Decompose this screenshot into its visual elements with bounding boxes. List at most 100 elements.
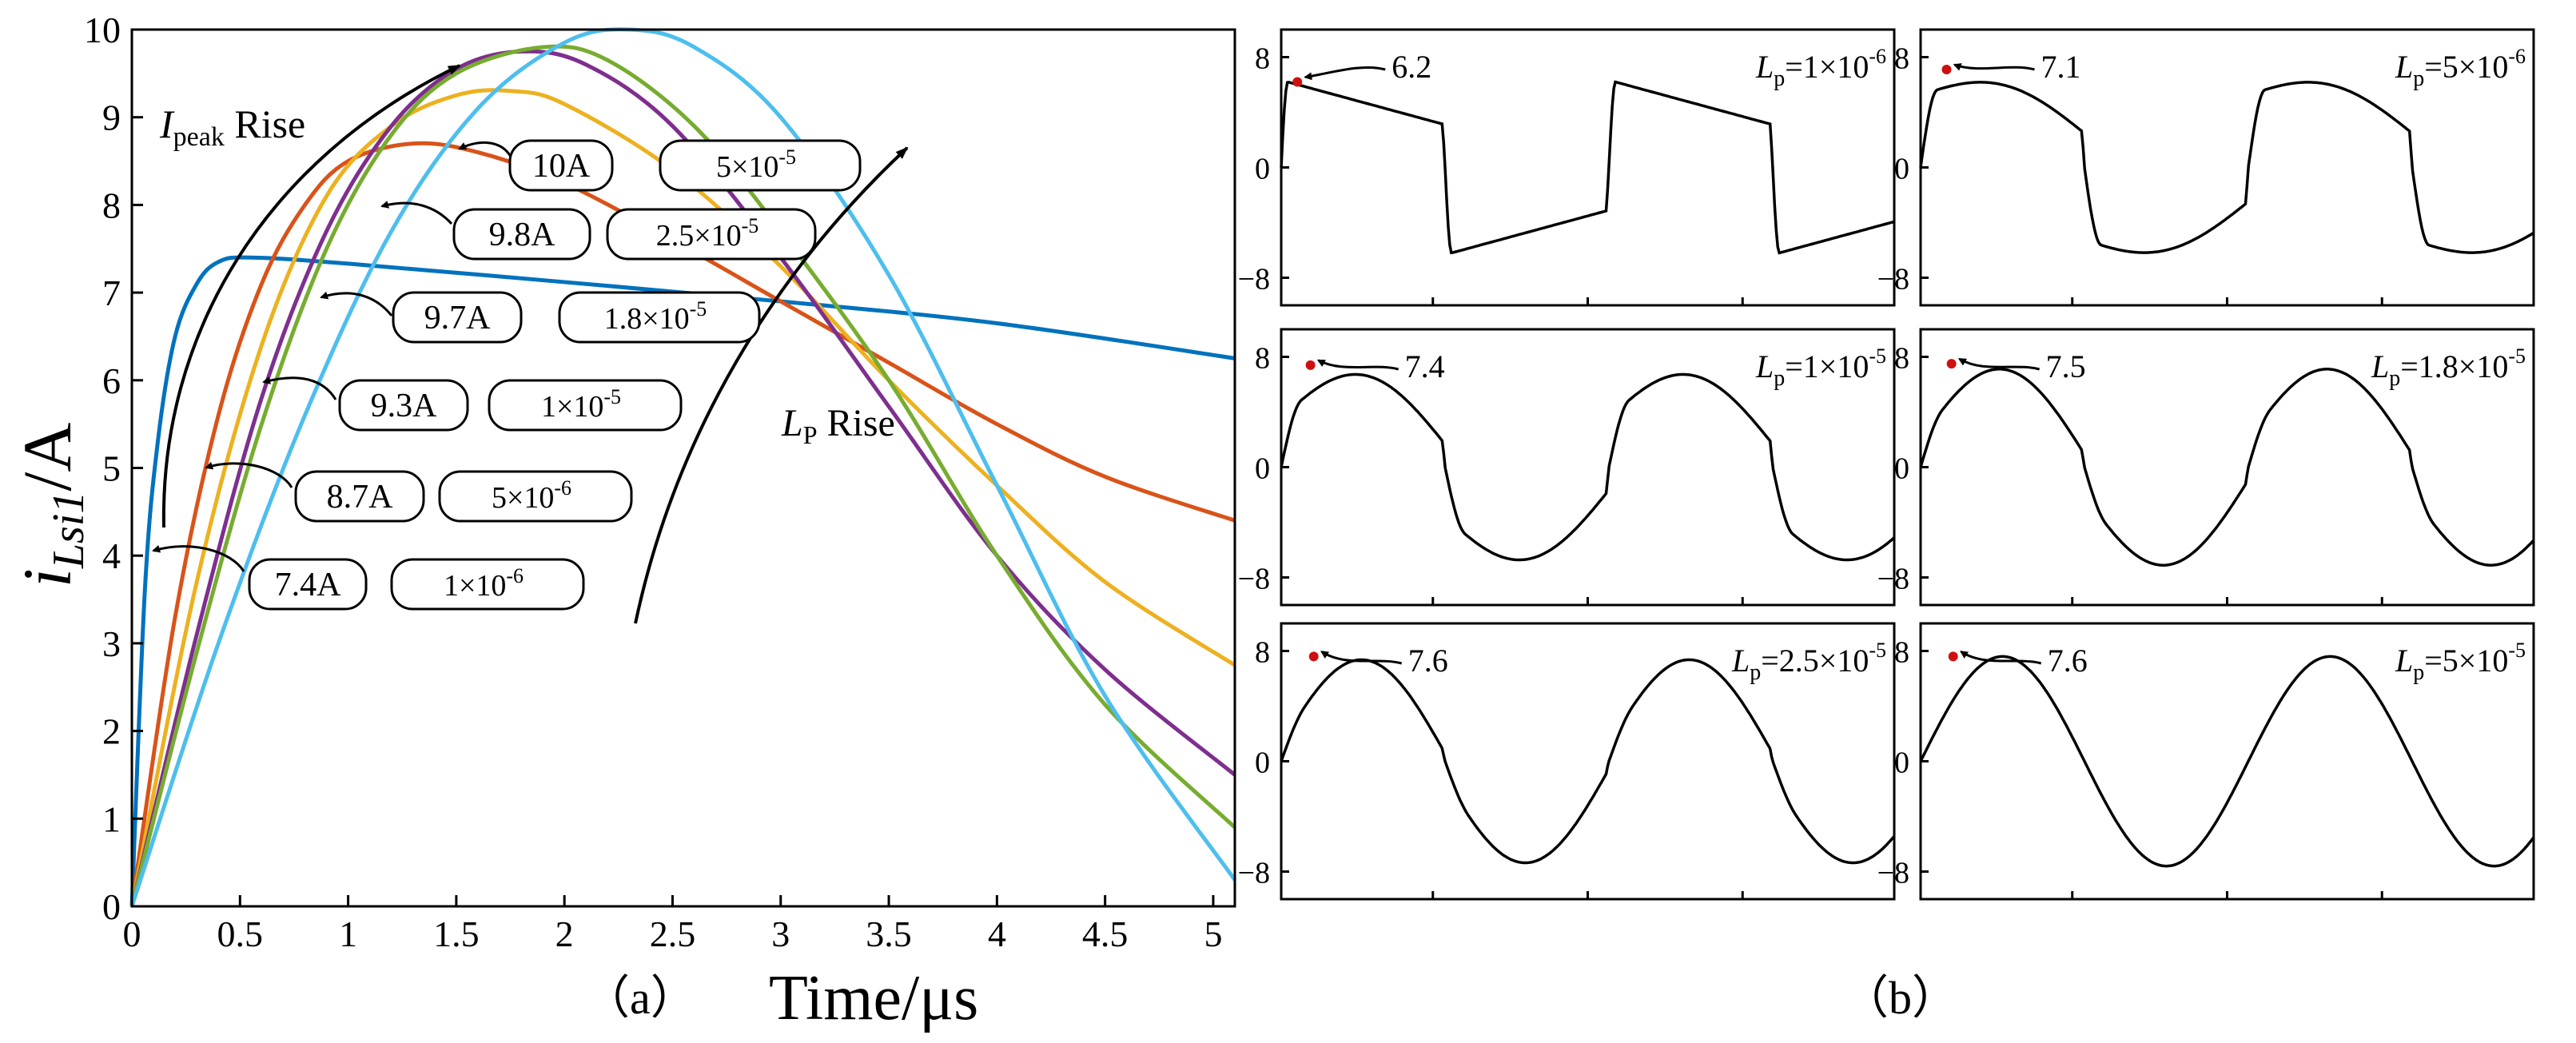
inductance-value: 1.8×10-5 — [604, 297, 707, 336]
peak-pill — [508, 139, 614, 192]
pointer-arrow — [152, 544, 245, 572]
y-tick-label: −8 — [1877, 263, 1909, 297]
x-tick-label: 2 — [555, 914, 574, 954]
x-tick-label: 5 — [1204, 914, 1222, 954]
y-tick-label: 7 — [102, 273, 121, 313]
annotation-2.5e-5: 9.8A 2.5×10-5 — [380, 201, 817, 261]
peak-value: 6.2 — [1392, 49, 1431, 85]
pointer-arrow — [380, 201, 453, 225]
y-tick-label: 0 — [102, 886, 121, 927]
caption-b: （b） — [1842, 972, 1958, 1024]
y-tick-label: 3 — [102, 623, 121, 664]
subplot: 8 0 −8 7.5 Lp=1.8×10-5 — [1877, 328, 2535, 607]
waveform-line — [1280, 80, 1895, 255]
peak-pill — [392, 291, 523, 344]
y-tick-label: 0 — [1894, 153, 1909, 186]
peak-pill — [248, 558, 368, 611]
peak-value: 9.3A — [371, 388, 438, 424]
x-tick-label: 2.5 — [650, 914, 696, 954]
series-line — [129, 44, 1236, 907]
waveform-line — [1919, 81, 2534, 254]
peak-value: 8.7A — [327, 479, 394, 516]
x-tick-label: 0.5 — [217, 914, 264, 954]
lp-label: Lp=1×10-6 — [1755, 45, 1886, 91]
y-tick-label: 0 — [1255, 153, 1270, 186]
pointer-arrow — [262, 376, 337, 400]
lp-label: Lp=5×10-6 — [2395, 45, 2526, 91]
subplot: 8 0 −8 6.2 Lp=1×10-6 — [1238, 28, 1896, 307]
series-line — [129, 88, 1236, 907]
x-tick-label: 4 — [988, 914, 1006, 954]
waveform-line — [1919, 368, 2535, 567]
peak-arrow — [1960, 651, 2042, 665]
y-tick-label: 8 — [1255, 42, 1270, 76]
axis-ticks: 0 0.5 1 1.5 2 2.5 3 3.5 4 4.5 5 0 1 2 3 4 5 6 7 8 9 10 — [84, 10, 1222, 954]
caption-a: （a） — [583, 972, 697, 1024]
y-tick-label: 10 — [84, 10, 121, 50]
y-tick-label: −8 — [1238, 857, 1270, 890]
waveform-line — [1280, 658, 1896, 865]
lp-label: Lp=1.8×10-5 — [2371, 344, 2526, 391]
inductance-value: 2.5×10-5 — [656, 214, 759, 253]
lp-rise-arrow — [634, 146, 909, 624]
subplot: 8 0 −8 7.4 Lp=1×10-5 — [1238, 328, 1896, 607]
y-tick-label: −8 — [1238, 563, 1270, 596]
inductance-pill — [488, 379, 683, 432]
inductance-pill — [606, 208, 817, 261]
y-tick-label: 4 — [102, 535, 121, 576]
peak-arrow — [1320, 651, 1403, 665]
y-tick-label: 5 — [102, 448, 121, 489]
inductance-value: 1×10-5 — [541, 385, 621, 424]
ipeak-rise-label: Ipeak Rise — [159, 102, 305, 152]
waveform-line — [1919, 655, 2535, 868]
inductance-value: 5×10-6 — [492, 476, 571, 515]
inductance-value: 5×10-5 — [716, 145, 796, 184]
peak-value: 7.1 — [2041, 49, 2081, 85]
peak-marker — [1305, 360, 1316, 370]
peak-arrow — [1316, 359, 1399, 371]
y-tick-label: 8 — [1894, 636, 1909, 670]
pointer-arrow — [205, 461, 293, 488]
peak-value: 7.6 — [1408, 643, 1448, 679]
lp-label: Lp=2.5×10-5 — [1731, 639, 1886, 685]
y-tick-label: 2 — [102, 711, 121, 752]
pointer-arrow — [320, 291, 393, 316]
subplot: 8 0 −8 7.6 Lp=5×10-5 — [1877, 622, 2535, 901]
lp-rise-label: LP Rise — [781, 402, 895, 449]
peak-marker — [1946, 359, 1957, 369]
y-tick-label: 0 — [1894, 746, 1909, 780]
x-tick-label: 1 — [339, 914, 357, 954]
y-tick-label: −8 — [1877, 857, 1909, 890]
y-tick-label: 8 — [1255, 636, 1270, 670]
peak-marker — [1941, 65, 1952, 75]
y-tick-label: 0 — [1255, 452, 1270, 486]
x-tick-label: 4.5 — [1082, 914, 1129, 954]
subplot: 8 0 −8 7.1 Lp=5×10-6 — [1877, 28, 2535, 307]
y-tick-label: 1 — [102, 798, 121, 839]
annotation-5e-6: 8.7A 5×10-6 — [205, 461, 633, 523]
y-tick-label: −8 — [1238, 263, 1270, 297]
y-tick-label: 6 — [102, 360, 121, 401]
peak-value: 10A — [532, 148, 591, 185]
peak-value: 7.6 — [2048, 643, 2088, 679]
peak-arrow — [1304, 66, 1386, 81]
y-axis-label: iLsi1/A — [9, 423, 94, 587]
x-tick-label: 0 — [123, 914, 141, 954]
ipeak-rise-arrow — [161, 64, 461, 528]
peak-value: 7.5 — [2046, 348, 2086, 384]
inductance-pill — [390, 558, 585, 611]
series-line — [129, 255, 1236, 907]
pointer-arrow — [458, 141, 513, 159]
y-tick-label: 0 — [1894, 452, 1909, 486]
peak-value: 7.4A — [275, 567, 342, 603]
x-tick-label: 3.5 — [866, 914, 912, 954]
peak-marker — [1292, 77, 1303, 87]
inductance-pill — [558, 291, 761, 344]
lp-label: Lp=1×10-5 — [1755, 344, 1886, 391]
y-tick-label: 8 — [1894, 342, 1909, 376]
peak-value: 9.8A — [489, 217, 556, 253]
inductance-value: 1×10-6 — [444, 564, 524, 603]
x-axis-label: Time/μs — [769, 963, 978, 1033]
subplot: 8 0 −8 7.6 Lp=2.5×10-5 — [1238, 622, 1896, 901]
